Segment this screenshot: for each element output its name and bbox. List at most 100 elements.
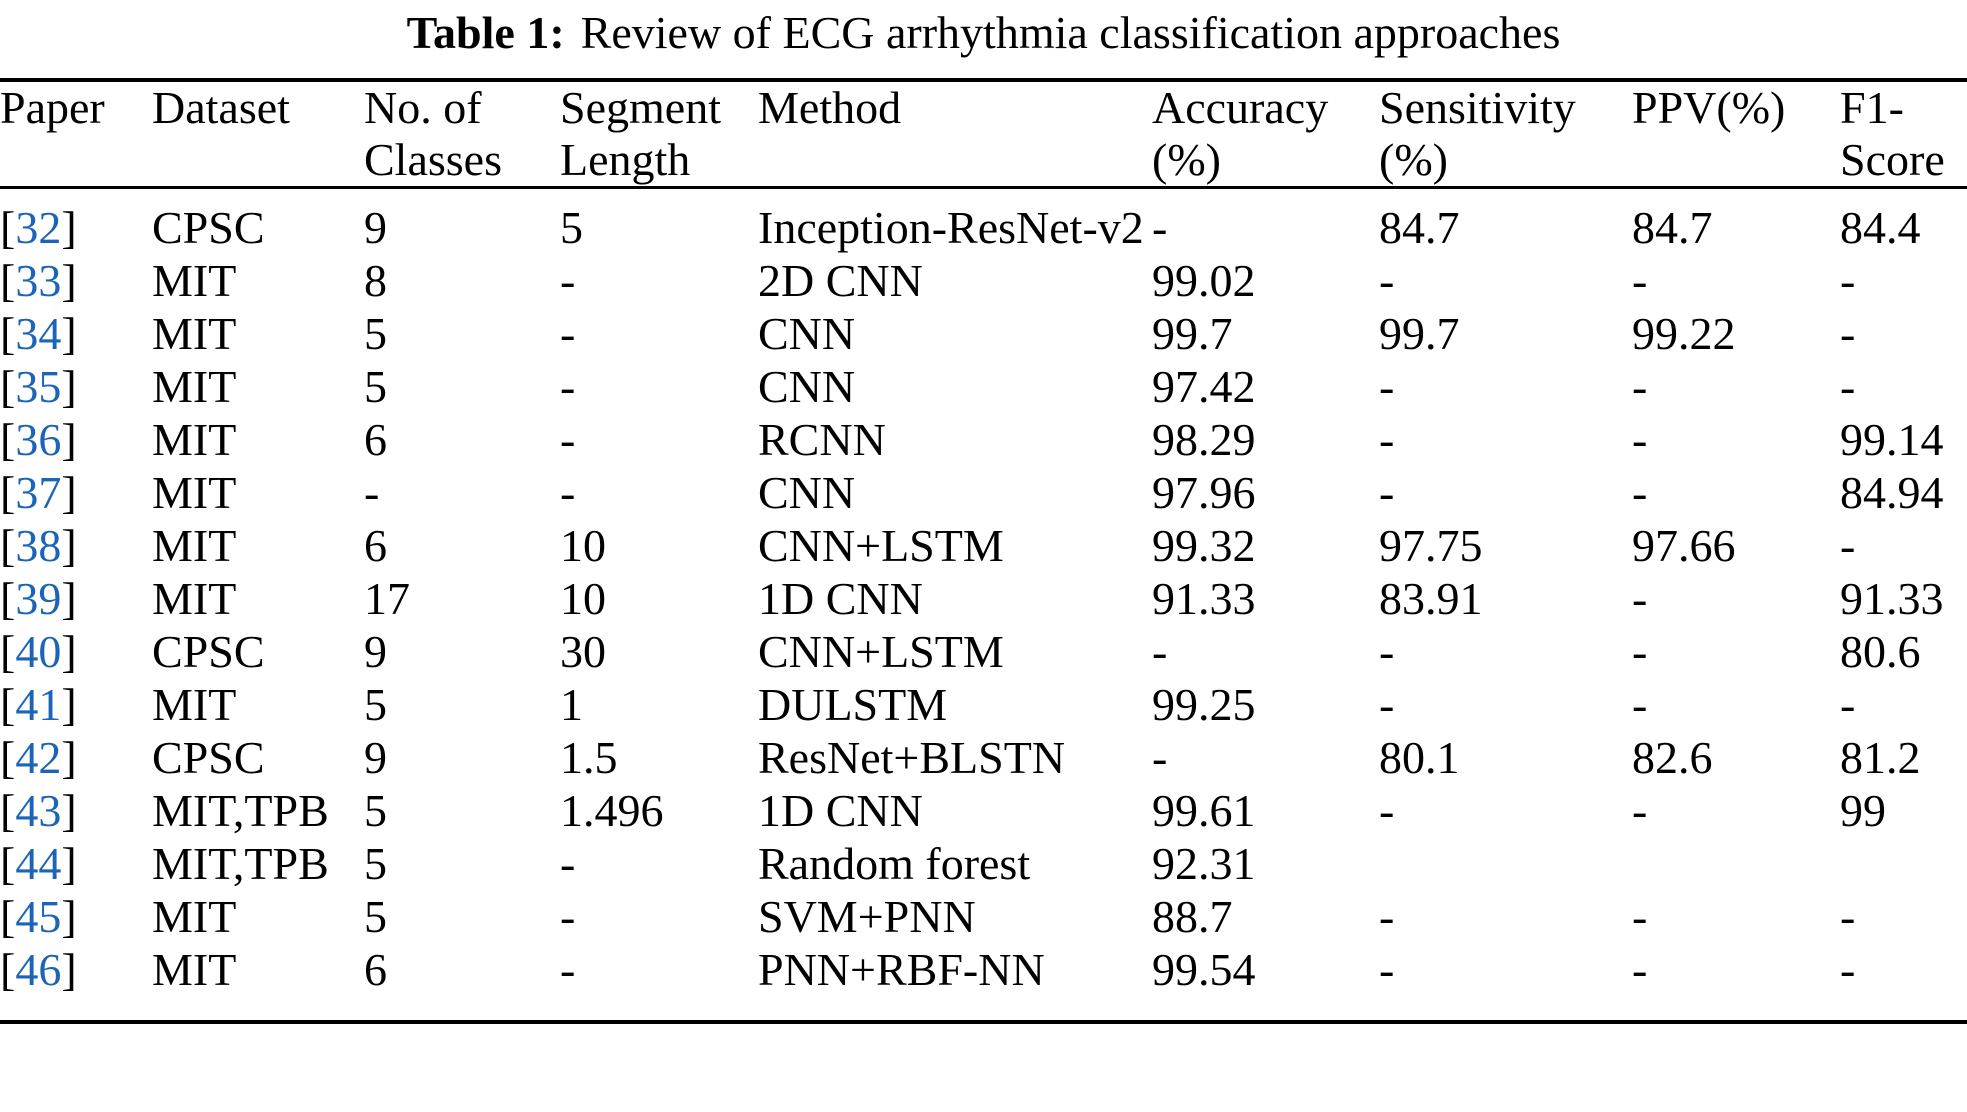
cell-accuracy: 99.61 xyxy=(1152,785,1256,836)
cell-num-classes: 17 xyxy=(364,573,410,624)
cell-dataset: CPSC xyxy=(152,732,265,783)
cell-f1-score: - xyxy=(1840,255,1856,306)
cell-paper: [38] xyxy=(0,519,152,572)
cell-paper: [40] xyxy=(0,625,152,678)
citation-link[interactable]: 37 xyxy=(15,467,62,518)
cell-method: DULSTM xyxy=(758,679,948,730)
cell-paper: [34] xyxy=(0,307,152,360)
cell-ppv: 99.22 xyxy=(1632,308,1736,359)
citation-bracket-open: [ xyxy=(0,308,16,359)
cell-f1-score: 91.33 xyxy=(1840,573,1944,624)
cell-dataset: MIT xyxy=(152,944,237,995)
cell-paper: [44] xyxy=(0,837,152,890)
citation-link[interactable]: 38 xyxy=(15,520,62,571)
cell-dataset: MIT xyxy=(152,520,237,571)
cell-segment-length: 30 xyxy=(560,626,606,677)
table-row: [32] CPSC 9 5 Inception-ResNet-v2 - 84.7… xyxy=(0,188,1967,255)
column-header-ppv: PPV(%) xyxy=(1632,80,1840,189)
header-line: Segment xyxy=(560,82,721,133)
citation-link[interactable]: 32 xyxy=(15,202,62,253)
cell-segment-length: - xyxy=(560,308,576,359)
header-line: Method xyxy=(758,82,902,133)
cell-num-classes: 5 xyxy=(364,891,387,942)
cell-segment-length: - xyxy=(560,838,576,889)
cell-ppv: - xyxy=(1632,573,1648,624)
cell-num-classes: 5 xyxy=(364,308,387,359)
table-row: [34] MIT 5 - CNN 99.7 99.7 99.22 - xyxy=(0,307,1967,360)
citation-link[interactable]: 45 xyxy=(15,891,62,942)
column-header-paper: Paper xyxy=(0,80,152,189)
cell-segment-length: - xyxy=(560,891,576,942)
cell-sensitivity: 80.1 xyxy=(1379,732,1460,783)
cell-num-classes: 6 xyxy=(364,520,387,571)
citation-bracket-close: ] xyxy=(61,785,77,836)
table-caption: Table 1: Review of ECG arrhythmia classif… xyxy=(0,0,1967,78)
cell-paper: [41] xyxy=(0,678,152,731)
cell-f1-score: 84.4 xyxy=(1840,202,1921,253)
cell-accuracy: - xyxy=(1152,732,1168,783)
citation-link[interactable]: 40 xyxy=(15,626,62,677)
cell-accuracy: - xyxy=(1152,202,1168,253)
citation-link[interactable]: 42 xyxy=(15,732,62,783)
citation-link[interactable]: 39 xyxy=(15,573,62,624)
cell-f1-score xyxy=(1840,837,1967,890)
table-row: [38] MIT 6 10 CNN+LSTM 99.32 97.75 97.66… xyxy=(0,519,1967,572)
cell-dataset: CPSC xyxy=(152,202,265,253)
column-header-classes: No. of Classes xyxy=(364,80,560,189)
citation-link[interactable]: 35 xyxy=(15,361,62,412)
cell-paper: [43] xyxy=(0,784,152,837)
cell-paper: [35] xyxy=(0,360,152,413)
table-row: [39] MIT 17 10 1D CNN 91.33 83.91 - 91.3… xyxy=(0,572,1967,625)
cell-dataset: MIT xyxy=(152,255,237,306)
cell-sensitivity: 83.91 xyxy=(1379,573,1483,624)
cell-accuracy: 99.32 xyxy=(1152,520,1256,571)
table-row: [43] MIT,TPB 5 1.496 1D CNN 99.61 - - 99 xyxy=(0,784,1967,837)
cell-accuracy: 99.25 xyxy=(1152,679,1256,730)
cell-num-classes: 5 xyxy=(364,838,387,889)
citation-bracket-open: [ xyxy=(0,361,16,412)
citation-link[interactable]: 44 xyxy=(15,838,62,889)
cell-segment-length: - xyxy=(560,361,576,412)
cell-paper: [36] xyxy=(0,413,152,466)
column-header-method: Method xyxy=(758,80,1152,189)
citation-bracket-close: ] xyxy=(61,626,77,677)
cell-paper: [33] xyxy=(0,254,152,307)
citation-link[interactable]: 34 xyxy=(15,308,62,359)
cell-method: Random forest xyxy=(758,838,1031,889)
citation-bracket-open: [ xyxy=(0,891,16,942)
cell-accuracy: 97.96 xyxy=(1152,467,1256,518)
cell-segment-length: 10 xyxy=(560,520,606,571)
citation-bracket-close: ] xyxy=(61,573,77,624)
header-line: F1- xyxy=(1840,82,1904,133)
table-header-row: Paper Dataset No. of Classes Segment Len… xyxy=(0,80,1967,189)
citation-link[interactable]: 36 xyxy=(15,414,62,465)
cell-segment-length: 1.5 xyxy=(560,732,618,783)
citation-link[interactable]: 33 xyxy=(15,255,62,306)
review-table: Paper Dataset No. of Classes Segment Len… xyxy=(0,78,1967,1024)
table-row: [35] MIT 5 - CNN 97.42 - - - xyxy=(0,360,1967,413)
citation-bracket-open: [ xyxy=(0,202,16,253)
cell-ppv: - xyxy=(1632,414,1648,465)
cell-ppv xyxy=(1632,837,1840,890)
table-row: [40] CPSC 9 30 CNN+LSTM - - - 80.6 xyxy=(0,625,1967,678)
cell-sensitivity: - xyxy=(1379,785,1395,836)
cell-method: CNN+LSTM xyxy=(758,626,1004,677)
cell-num-classes: 9 xyxy=(364,732,387,783)
cell-paper: [42] xyxy=(0,731,152,784)
table-row: [42] CPSC 9 1.5 ResNet+BLSTN - 80.1 82.6… xyxy=(0,731,1967,784)
cell-segment-length: - xyxy=(560,414,576,465)
citation-link[interactable]: 43 xyxy=(15,785,62,836)
header-line: Length xyxy=(560,134,691,185)
citation-link[interactable]: 41 xyxy=(15,679,62,730)
citation-bracket-close: ] xyxy=(61,308,77,359)
header-line: Dataset xyxy=(152,82,290,133)
table-row: [41] MIT 5 1 DULSTM 99.25 - - - xyxy=(0,678,1967,731)
cell-sensitivity: 97.75 xyxy=(1379,520,1483,571)
column-header-segment-length: Segment Length xyxy=(560,80,758,189)
table-row: [36] MIT 6 - RCNN 98.29 - - 99.14 xyxy=(0,413,1967,466)
header-line: No. of xyxy=(364,82,482,133)
citation-bracket-close: ] xyxy=(61,467,77,518)
cell-ppv: - xyxy=(1632,891,1648,942)
citation-link[interactable]: 46 xyxy=(15,944,62,995)
header-line: Sensitivity xyxy=(1379,82,1576,133)
